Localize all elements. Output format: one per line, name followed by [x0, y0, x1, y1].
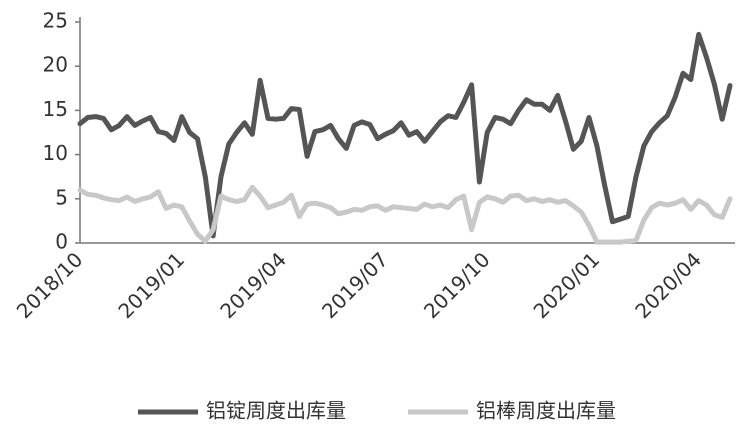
y-tick-label: 15: [43, 97, 68, 121]
y-tick-label: 20: [43, 53, 68, 77]
line-series: [77, 31, 733, 239]
y-tick-label: 10: [43, 141, 68, 165]
x-tick-label: 2018/10: [12, 247, 88, 323]
legend-label: 铝锭周度出库量: [206, 399, 346, 423]
legend-label: 铝棒周度出库量: [476, 399, 616, 423]
line-series: [77, 184, 733, 245]
y-tick-label: 0: [55, 230, 68, 254]
x-tick-label: 2019/04: [215, 247, 291, 323]
x-tick-label: 2019/10: [419, 247, 495, 323]
x-tick-label: 2019/01: [114, 247, 190, 323]
y-tick-label: 5: [55, 185, 68, 209]
x-tick-label: 2020/04: [630, 247, 706, 323]
x-tick-label: 2020/01: [529, 247, 605, 323]
x-tick-label: 2019/07: [317, 247, 393, 323]
y-tick-label: 25: [43, 9, 68, 33]
